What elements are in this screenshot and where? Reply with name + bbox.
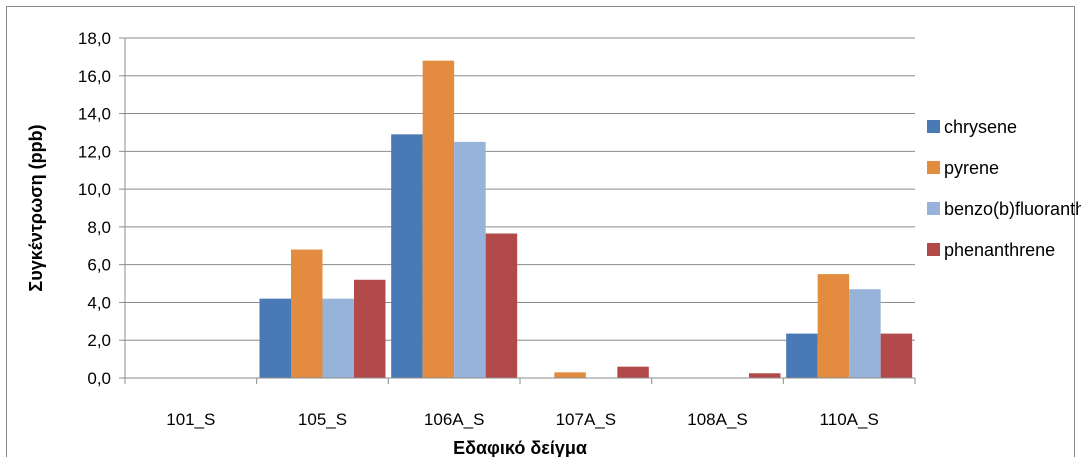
legend-label: benzo(b)fluoranthene: [944, 199, 1081, 219]
bars: [259, 60, 913, 379]
y-tick-labels: 0,0 2,0 4,0 6,0 8,0 10,0 12,0 14,0 16,0 18,0: [78, 29, 111, 388]
bar-chrysene: [786, 333, 818, 378]
bar-pyrene: [291, 249, 323, 378]
x-tick-label: 108A_S: [687, 410, 748, 429]
bar-phenanthrene: [354, 279, 386, 378]
y-tick-label: 6,0: [87, 256, 111, 275]
y-tick-label: 4,0: [87, 293, 111, 312]
x-tick-label: 107A_S: [556, 410, 617, 429]
legend-label: phenanthrene: [944, 240, 1055, 260]
chart-frame: [6, 6, 1075, 457]
y-tick-label: 0,0: [87, 369, 111, 388]
bar-pyrene: [422, 60, 455, 379]
legend: chrysene pyrene benzo(b)fluoranthene phenan…: [927, 117, 1081, 260]
legend-swatch: [927, 161, 940, 174]
axes: [124, 38, 916, 384]
bar-pyrene: [817, 274, 850, 378]
y-axis-title: Συγκέντρωση (ppb): [26, 124, 46, 291]
bar-phenanthrene: [880, 333, 913, 378]
bar-phenanthrene: [749, 373, 781, 378]
y-tick-label: 18,0: [78, 29, 111, 48]
x-tick-label: 110A_S: [820, 410, 879, 429]
legend-swatch: [927, 243, 940, 256]
x-tick-labels: 101_S 105_S 106A_S 107A_S 108A_S 110A_S: [166, 410, 879, 429]
bar-chrysene: [259, 298, 291, 378]
bar-benzo-b-fluoranthene: [454, 141, 486, 378]
legend-swatch: [927, 120, 940, 133]
y-tick-label: 12,0: [78, 142, 111, 161]
y-tick-label: 2,0: [87, 331, 111, 350]
y-tick-label: 10,0: [78, 180, 111, 199]
bar-benzo-b-fluoranthene: [849, 289, 881, 378]
x-tick-label: 106A_S: [424, 410, 485, 429]
legend-label: chrysene: [944, 117, 1017, 137]
y-tick-label: 8,0: [87, 218, 111, 237]
y-tick-label: 16,0: [78, 67, 111, 86]
bar-chrysene: [391, 134, 423, 378]
gridlines: [119, 37, 915, 379]
x-axis-title: Εδαφικό δείγμα: [453, 438, 587, 457]
bar-phenanthrene: [617, 366, 649, 378]
y-tick-label: 14,0: [78, 105, 111, 124]
legend-swatch: [927, 202, 940, 215]
x-tick-label: 101_S: [166, 410, 215, 429]
bar-pyrene: [554, 372, 586, 378]
bar-benzo-b-fluoranthene: [322, 298, 354, 378]
x-tick-label: 105_S: [298, 410, 347, 429]
bar-phenanthrene: [485, 233, 518, 378]
legend-label: pyrene: [944, 158, 999, 178]
